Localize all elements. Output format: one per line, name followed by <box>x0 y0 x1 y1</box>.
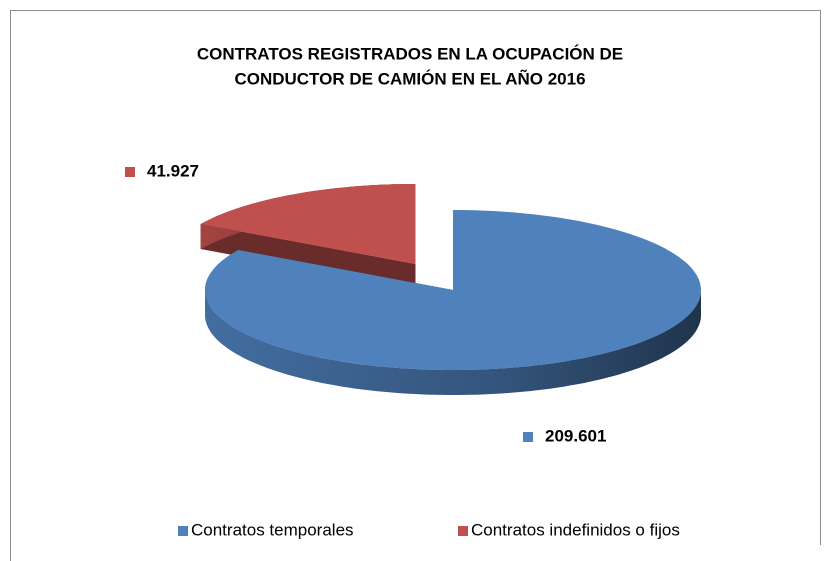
pie-slice <box>205 210 701 370</box>
chart-border <box>10 10 821 561</box>
slice-side-shade <box>200 224 416 289</box>
legend-swatch <box>458 526 468 536</box>
pie-slice <box>200 184 416 264</box>
data-label: 209.601 <box>545 426 606 445</box>
legend-label: Contratos indefinidos o fijos <box>471 520 680 539</box>
chart-title: CONDUCTOR DE CAMIÓN EN EL AÑO 2016 <box>234 68 585 88</box>
data-label: 41.927 <box>147 161 199 180</box>
slice-side <box>200 224 416 289</box>
label-key <box>523 432 533 442</box>
legend-swatch <box>178 526 188 536</box>
chart-title: CONTRATOS REGISTRADOS EN LA OCUPACIÓN DE <box>197 44 623 63</box>
slice-side-shade <box>205 290 701 395</box>
legend-label: Contratos temporales <box>191 520 354 539</box>
label-key <box>125 167 135 177</box>
